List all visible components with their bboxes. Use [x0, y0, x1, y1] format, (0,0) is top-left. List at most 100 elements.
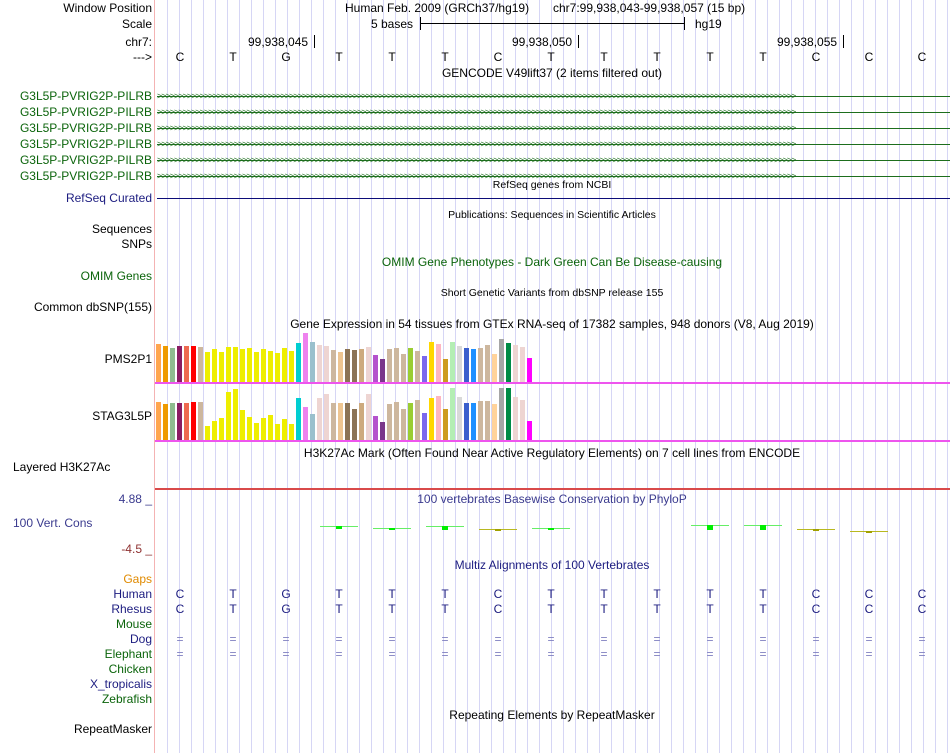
gencode-item-line[interactable]: [157, 96, 950, 97]
gtex-tissue-bar[interactable]: [296, 343, 301, 382]
gencode-item-label[interactable]: G3L5P-PVRIG2P-PILRB: [19, 121, 152, 135]
gencode-item-line[interactable]: [157, 112, 950, 113]
repeatmasker-label[interactable]: RepeatMasker: [73, 722, 152, 736]
gtex-tissue-bar[interactable]: [380, 422, 385, 440]
gencode-item-line[interactable]: [157, 128, 950, 129]
gtex-tissue-bar[interactable]: [436, 344, 441, 382]
dbsnp-label[interactable]: Common dbSNP(155): [33, 300, 152, 314]
gtex-tissue-bar[interactable]: [205, 426, 210, 440]
gtex-tissue-bar[interactable]: [170, 403, 175, 440]
multiz-species-label[interactable]: Mouse: [115, 617, 152, 631]
gtex-tissue-bar[interactable]: [520, 347, 525, 382]
gtex-tissue-bar[interactable]: [436, 396, 441, 440]
gtex-tissue-bar[interactable]: [303, 407, 308, 440]
gtex-tissue-bar[interactable]: [387, 404, 392, 440]
gtex-tissue-bar[interactable]: [373, 355, 378, 382]
gtex-tissue-bar[interactable]: [296, 398, 301, 440]
phylop-label[interactable]: 100 Vert. Cons: [13, 516, 93, 530]
gencode-item-label[interactable]: G3L5P-PVRIG2P-PILRB: [19, 137, 152, 151]
gtex-tissue-bar[interactable]: [429, 398, 434, 440]
gtex-tissue-bar[interactable]: [163, 346, 168, 382]
gtex-tissue-bar[interactable]: [429, 342, 434, 382]
gtex-tissue-bar[interactable]: [457, 346, 462, 382]
gtex-tissue-bar[interactable]: [366, 394, 371, 440]
gtex-tissue-bar[interactable]: [191, 402, 196, 440]
gtex-tissue-bar[interactable]: [275, 353, 280, 382]
gtex-tissue-bar[interactable]: [338, 403, 343, 440]
gtex-tissue-bar[interactable]: [408, 403, 413, 440]
multiz-species-label[interactable]: Zebrafish: [101, 692, 152, 706]
gencode-item-label[interactable]: G3L5P-PVRIG2P-PILRB: [19, 169, 152, 183]
multiz-species-label[interactable]: Human: [113, 587, 152, 601]
gtex-tissue-bar[interactable]: [226, 347, 231, 382]
gtex-bars-stag3l5p[interactable]: [155, 386, 535, 440]
gtex-tissue-bar[interactable]: [156, 402, 161, 440]
gtex-tissue-bar[interactable]: [310, 342, 315, 382]
gencode-item-label[interactable]: G3L5P-PVRIG2P-PILRB: [19, 89, 152, 103]
gtex-tissue-bar[interactable]: [387, 349, 392, 382]
gtex-tissue-bar[interactable]: [233, 389, 238, 440]
gtex-tissue-bar[interactable]: [520, 400, 525, 440]
gtex-tissue-bar[interactable]: [513, 345, 518, 382]
gtex-tissue-bar[interactable]: [310, 414, 315, 440]
phylop-score-bar[interactable]: [760, 525, 766, 530]
gtex-tissue-bar[interactable]: [261, 418, 266, 440]
gtex-gene-label-1[interactable]: PMS2P1: [104, 352, 152, 366]
phylop-score-bar[interactable]: [336, 526, 342, 529]
gtex-tissue-bar[interactable]: [471, 349, 476, 382]
gtex-tissue-bar[interactable]: [177, 403, 182, 440]
phylop-score-bar[interactable]: [707, 525, 713, 530]
publications-label-snps[interactable]: SNPs: [121, 237, 152, 251]
gtex-tissue-bar[interactable]: [513, 397, 518, 440]
gtex-tissue-bar[interactable]: [359, 403, 364, 440]
gtex-tissue-bar[interactable]: [499, 339, 504, 382]
gtex-tissue-bar[interactable]: [163, 404, 168, 440]
gtex-tissue-bar[interactable]: [485, 345, 490, 382]
gtex-tissue-bar[interactable]: [254, 423, 259, 440]
gtex-tissue-bar[interactable]: [156, 344, 161, 382]
gtex-tissue-bar[interactable]: [261, 349, 266, 382]
multiz-species-label[interactable]: Chicken: [108, 662, 152, 676]
gtex-tissue-bar[interactable]: [331, 403, 336, 440]
gtex-tissue-bar[interactable]: [331, 350, 336, 382]
gtex-tissue-bar[interactable]: [345, 403, 350, 440]
phylop-score-bar[interactable]: [389, 528, 395, 530]
gtex-tissue-bar[interactable]: [394, 402, 399, 440]
gtex-tissue-bar[interactable]: [478, 348, 483, 382]
gtex-tissue-bar[interactable]: [240, 349, 245, 382]
multiz-gaps-label[interactable]: Gaps: [123, 572, 152, 586]
gtex-tissue-bar[interactable]: [359, 349, 364, 382]
gtex-tissue-bar[interactable]: [247, 348, 252, 382]
gtex-tissue-bar[interactable]: [527, 358, 532, 382]
gtex-tissue-bar[interactable]: [205, 352, 210, 382]
gtex-tissue-bar[interactable]: [240, 410, 245, 440]
gtex-tissue-bar[interactable]: [303, 333, 308, 382]
gtex-tissue-bar[interactable]: [317, 345, 322, 382]
gtex-tissue-bar[interactable]: [184, 403, 189, 440]
gtex-tissue-bar[interactable]: [443, 359, 448, 382]
gtex-tissue-bar[interactable]: [184, 346, 189, 382]
gtex-tissue-bar[interactable]: [380, 359, 385, 382]
gtex-tissue-bar[interactable]: [198, 347, 203, 382]
phylop-score-bar[interactable]: [548, 528, 554, 530]
gtex-tissue-bar[interactable]: [422, 356, 427, 382]
gtex-tissue-bar[interactable]: [506, 343, 511, 382]
gtex-bars-pms2p1[interactable]: [155, 333, 535, 382]
gtex-tissue-bar[interactable]: [345, 349, 350, 382]
gtex-tissue-bar[interactable]: [170, 348, 175, 382]
gtex-tissue-bar[interactable]: [485, 401, 490, 440]
gencode-item-line[interactable]: [157, 176, 950, 177]
gtex-tissue-bar[interactable]: [464, 403, 469, 440]
gtex-tissue-bar[interactable]: [324, 346, 329, 382]
gencode-item-line[interactable]: [157, 144, 950, 145]
gtex-tissue-bar[interactable]: [219, 352, 224, 382]
gtex-tissue-bar[interactable]: [289, 351, 294, 382]
multiz-species-label[interactable]: Rhesus: [111, 602, 152, 616]
multiz-species-label[interactable]: Dog: [129, 632, 152, 646]
gtex-tissue-bar[interactable]: [212, 421, 217, 440]
gtex-tissue-bar[interactable]: [366, 347, 371, 382]
gtex-tissue-bar[interactable]: [198, 402, 203, 440]
h3k27ac-label[interactable]: Layered H3K27Ac: [13, 460, 111, 474]
gtex-tissue-bar[interactable]: [457, 397, 462, 440]
gtex-tissue-bar[interactable]: [492, 404, 497, 440]
